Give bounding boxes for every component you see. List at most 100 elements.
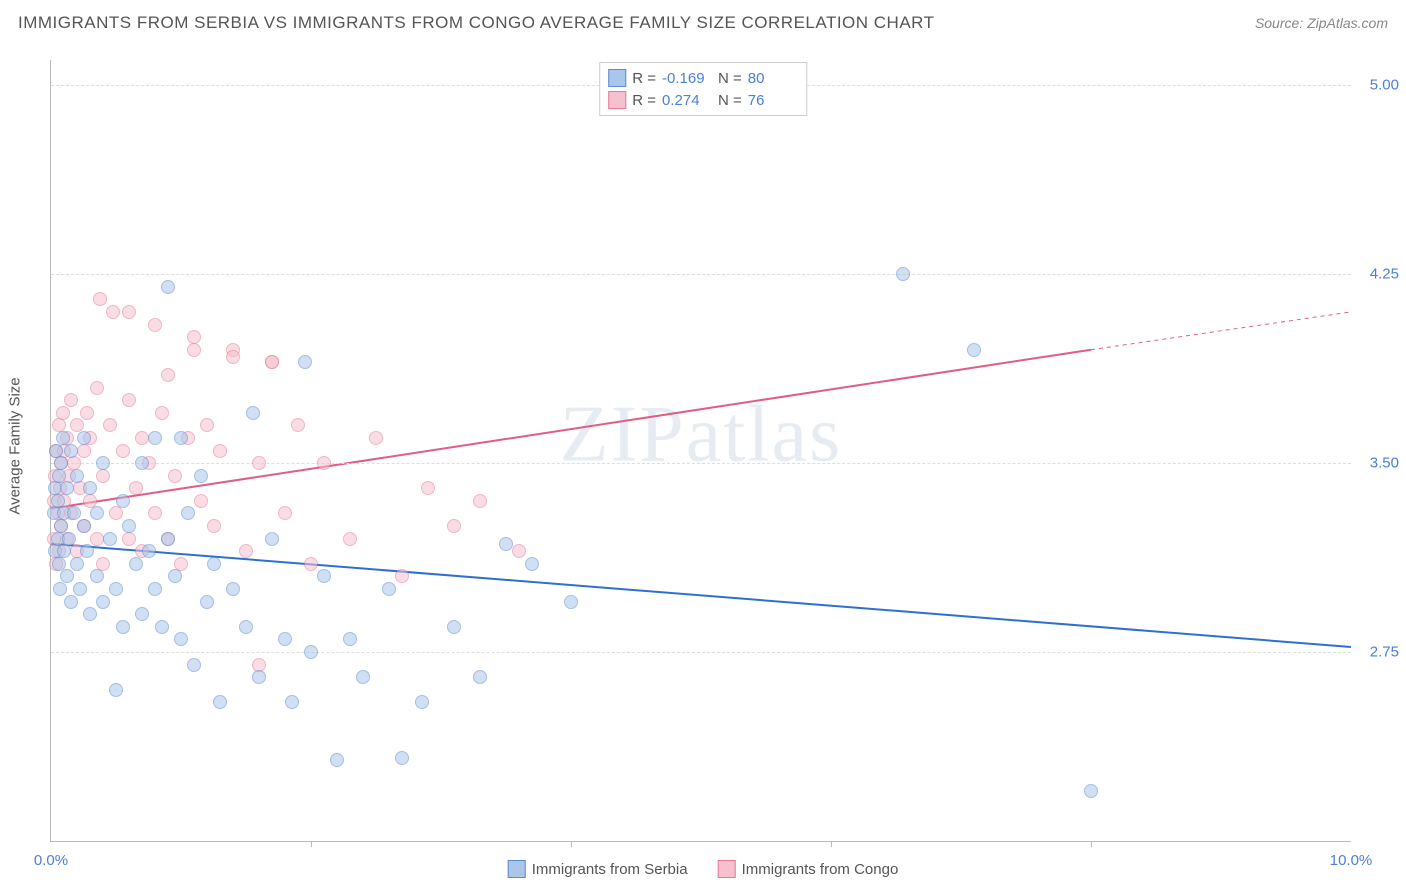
swatch-serbia	[508, 860, 526, 878]
data-point-congo	[122, 393, 136, 407]
data-point-serbia	[285, 695, 299, 709]
data-point-serbia	[70, 469, 84, 483]
data-point-serbia	[116, 494, 130, 508]
data-point-congo	[135, 431, 149, 445]
data-point-serbia	[73, 582, 87, 596]
legend-row-congo: R = 0.274 N = 76	[608, 89, 798, 111]
n-label: N =	[718, 92, 742, 109]
data-point-congo	[473, 494, 487, 508]
y-tick-label: 2.75	[1370, 644, 1399, 661]
data-point-serbia	[207, 557, 221, 571]
data-point-congo	[56, 406, 70, 420]
data-point-serbia	[265, 532, 279, 546]
y-axis-label: Average Family Size	[7, 377, 24, 514]
watermark: ZIPatlas	[560, 389, 843, 480]
gridline	[51, 463, 1351, 464]
data-point-congo	[148, 318, 162, 332]
data-point-serbia	[499, 537, 513, 551]
data-point-serbia	[109, 582, 123, 596]
data-point-serbia	[62, 532, 76, 546]
data-point-serbia	[343, 632, 357, 646]
congo-n-value: 76	[748, 92, 798, 109]
x-tick-label: 0.0%	[34, 852, 68, 869]
data-point-congo	[291, 418, 305, 432]
data-point-congo	[168, 469, 182, 483]
data-point-serbia	[200, 595, 214, 609]
data-point-congo	[129, 481, 143, 495]
y-tick-label: 4.25	[1370, 266, 1399, 283]
data-point-congo	[122, 532, 136, 546]
data-point-congo	[187, 330, 201, 344]
data-point-serbia	[83, 607, 97, 621]
data-point-congo	[194, 494, 208, 508]
data-point-congo	[252, 456, 266, 470]
data-point-serbia	[135, 456, 149, 470]
data-point-congo	[200, 418, 214, 432]
data-point-serbia	[60, 481, 74, 495]
data-point-serbia	[54, 456, 68, 470]
data-point-congo	[187, 343, 201, 357]
gridline	[51, 274, 1351, 275]
data-point-congo	[116, 444, 130, 458]
data-point-congo	[148, 506, 162, 520]
data-point-serbia	[103, 532, 117, 546]
data-point-serbia	[278, 632, 292, 646]
x-tick-label: 10.0%	[1330, 852, 1373, 869]
data-point-serbia	[77, 519, 91, 533]
data-point-congo	[369, 431, 383, 445]
legend-row-serbia: R = -0.169 N = 80	[608, 67, 798, 89]
regression-lines	[51, 60, 1351, 841]
data-point-congo	[239, 544, 253, 558]
data-point-congo	[317, 456, 331, 470]
x-tick	[311, 841, 312, 847]
data-point-serbia	[304, 645, 318, 659]
swatch-congo	[718, 860, 736, 878]
data-point-serbia	[181, 506, 195, 520]
data-point-congo	[226, 350, 240, 364]
data-point-serbia	[96, 595, 110, 609]
data-point-serbia	[298, 355, 312, 369]
data-point-congo	[278, 506, 292, 520]
data-point-serbia	[317, 569, 331, 583]
serbia-n-value: 80	[748, 70, 798, 87]
r-label: R =	[632, 70, 656, 87]
data-point-serbia	[239, 620, 253, 634]
data-point-serbia	[1084, 784, 1098, 798]
data-point-serbia	[382, 582, 396, 596]
chart-title: IMMIGRANTS FROM SERBIA VS IMMIGRANTS FRO…	[18, 13, 935, 33]
data-point-serbia	[129, 557, 143, 571]
data-point-congo	[106, 305, 120, 319]
data-point-serbia	[896, 267, 910, 281]
data-point-serbia	[564, 595, 578, 609]
data-point-serbia	[161, 280, 175, 294]
data-point-serbia	[96, 456, 110, 470]
n-label: N =	[718, 70, 742, 87]
data-point-serbia	[168, 569, 182, 583]
data-point-serbia	[174, 431, 188, 445]
data-point-congo	[512, 544, 526, 558]
data-point-serbia	[64, 595, 78, 609]
data-point-serbia	[64, 444, 78, 458]
data-point-congo	[103, 418, 117, 432]
data-point-serbia	[447, 620, 461, 634]
x-tick	[571, 841, 572, 847]
data-point-congo	[93, 292, 107, 306]
data-point-congo	[161, 368, 175, 382]
data-point-serbia	[57, 544, 71, 558]
data-point-serbia	[142, 544, 156, 558]
data-point-congo	[304, 557, 318, 571]
legend-label-serbia: Immigrants from Serbia	[532, 861, 688, 878]
data-point-serbia	[415, 695, 429, 709]
data-point-serbia	[83, 481, 97, 495]
data-point-serbia	[473, 670, 487, 684]
data-point-serbia	[80, 544, 94, 558]
source-label: Source: ZipAtlas.com	[1255, 15, 1388, 31]
data-point-serbia	[109, 683, 123, 697]
data-point-congo	[155, 406, 169, 420]
data-point-serbia	[67, 506, 81, 520]
data-point-serbia	[148, 582, 162, 596]
data-point-serbia	[60, 569, 74, 583]
data-point-serbia	[116, 620, 130, 634]
data-point-serbia	[330, 753, 344, 767]
data-point-serbia	[967, 343, 981, 357]
